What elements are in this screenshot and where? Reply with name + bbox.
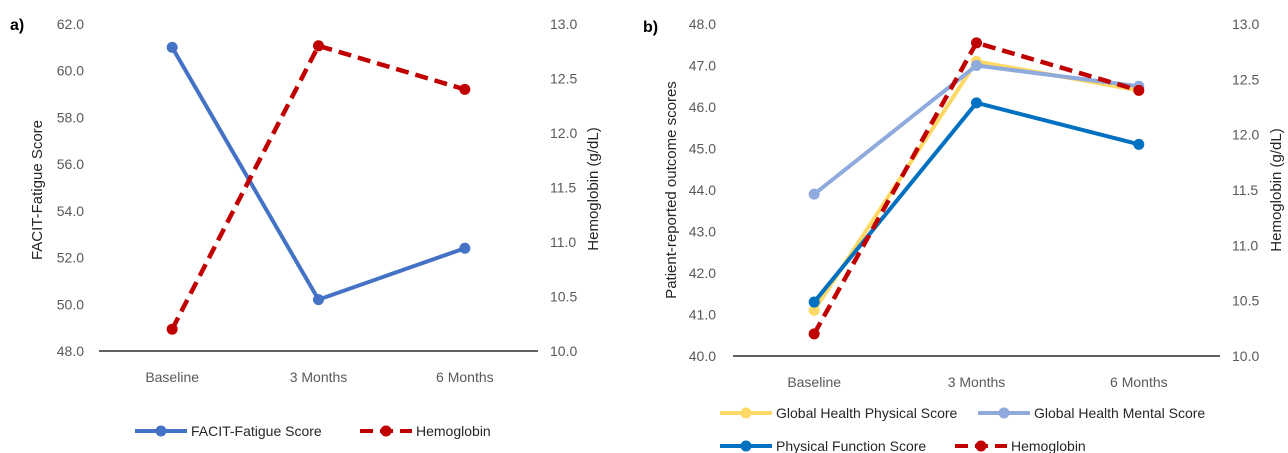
x-tick-label: Baseline	[787, 374, 841, 390]
y-tick-label: 48.0	[689, 16, 716, 32]
data-point	[971, 37, 982, 49]
series-line	[170, 43, 466, 331]
y-tick-label: 58.0	[57, 109, 84, 125]
y2-tick-label: 11.0	[550, 234, 576, 250]
legend-marker	[975, 440, 987, 452]
data-point	[1133, 138, 1145, 150]
panel-b-y-axis-label: Patient-reported outcome scores	[663, 81, 680, 299]
y2-tick-label: 11.5	[1232, 182, 1258, 198]
panel-b-y2-axis-label: Hemoglobin (g/dL)	[1268, 128, 1285, 251]
series-line	[812, 63, 1140, 196]
y2-tick-label: 11.0	[1232, 237, 1258, 253]
y2-tick-label: 13.0	[1232, 16, 1259, 32]
y-tick-label: 43.0	[689, 224, 716, 240]
y-tick-label: 56.0	[57, 156, 84, 172]
data-point	[971, 60, 982, 71]
panel-a-chart: a) FACIT-Fatigue Score Hemoglobin (g/dL)…	[10, 16, 602, 439]
x-tick-label: 3 Months	[948, 374, 1006, 390]
y-tick-label: 44.0	[689, 182, 716, 198]
data-point	[313, 294, 324, 306]
y-tick-label: 40.0	[689, 348, 716, 364]
data-point	[808, 304, 820, 316]
y-tick-label: 42.0	[689, 265, 716, 281]
y2-tick-label: 10.5	[550, 289, 577, 305]
y2-tick-label: 13.0	[550, 16, 577, 32]
y-tick-label: 45.0	[689, 141, 716, 157]
data-point	[808, 188, 820, 200]
panel-a-y2-axis-label: Hemoglobin (g/dL)	[585, 127, 602, 250]
legend-marker	[380, 425, 392, 437]
series-line	[812, 100, 1140, 304]
panel-a-label: a)	[10, 17, 24, 34]
legend-label: Hemoglobin	[1011, 438, 1086, 453]
y2-tick-label: 11.5	[550, 180, 576, 196]
y-tick-label: 52.0	[57, 250, 84, 266]
data-point	[166, 323, 178, 335]
y2-tick-label: 12.5	[550, 71, 577, 87]
y2-tick-label: 10.0	[1232, 348, 1259, 364]
series-line	[170, 46, 466, 302]
data-point	[808, 296, 820, 308]
data-point	[166, 41, 178, 53]
y2-tick-label: 12.0	[1232, 127, 1259, 143]
y2-tick-label: 10.0	[550, 343, 577, 359]
y2-tick-label: 12.0	[550, 125, 577, 141]
y2-tick-label: 12.5	[1232, 71, 1259, 87]
y2-tick-label: 10.5	[1232, 293, 1259, 309]
legend-marker	[740, 440, 752, 452]
legend-label: Global Health Mental Score	[1034, 405, 1205, 421]
x-tick-label: 6 Months	[1110, 374, 1168, 390]
x-tick-label: Baseline	[145, 369, 199, 385]
data-point	[971, 97, 982, 109]
y-tick-label: 60.0	[57, 63, 84, 79]
legend-label: Physical Function Score	[776, 438, 926, 453]
y-tick-label: 54.0	[57, 203, 84, 219]
panel-b-chart: b) Patient-reported outcome scores Hemog…	[643, 16, 1285, 453]
y-tick-label: 47.0	[689, 58, 716, 74]
data-point	[1133, 84, 1145, 96]
legend-marker	[155, 425, 167, 437]
data-point	[313, 40, 324, 52]
legend-label: Global Health Physical Score	[776, 405, 958, 421]
series-line	[812, 40, 1140, 335]
panel-b-label: b)	[643, 19, 658, 36]
y-tick-label: 41.0	[689, 307, 716, 323]
y-tick-label: 48.0	[57, 343, 84, 359]
x-tick-label: 3 Months	[290, 369, 348, 385]
y-tick-label: 50.0	[57, 296, 84, 312]
data-point	[808, 328, 820, 340]
data-point	[459, 242, 471, 254]
data-point	[459, 83, 471, 95]
y-tick-label: 62.0	[57, 16, 84, 32]
x-tick-label: 6 Months	[436, 369, 494, 385]
legend-label: Hemoglobin	[416, 423, 491, 439]
y-tick-label: 46.0	[689, 99, 716, 115]
legend-label: FACIT-Fatigue Score	[191, 423, 322, 439]
legend-marker	[740, 407, 752, 419]
panel-a-y-axis-label: FACIT-Fatigue Score	[29, 120, 46, 260]
legend-marker	[998, 407, 1010, 419]
